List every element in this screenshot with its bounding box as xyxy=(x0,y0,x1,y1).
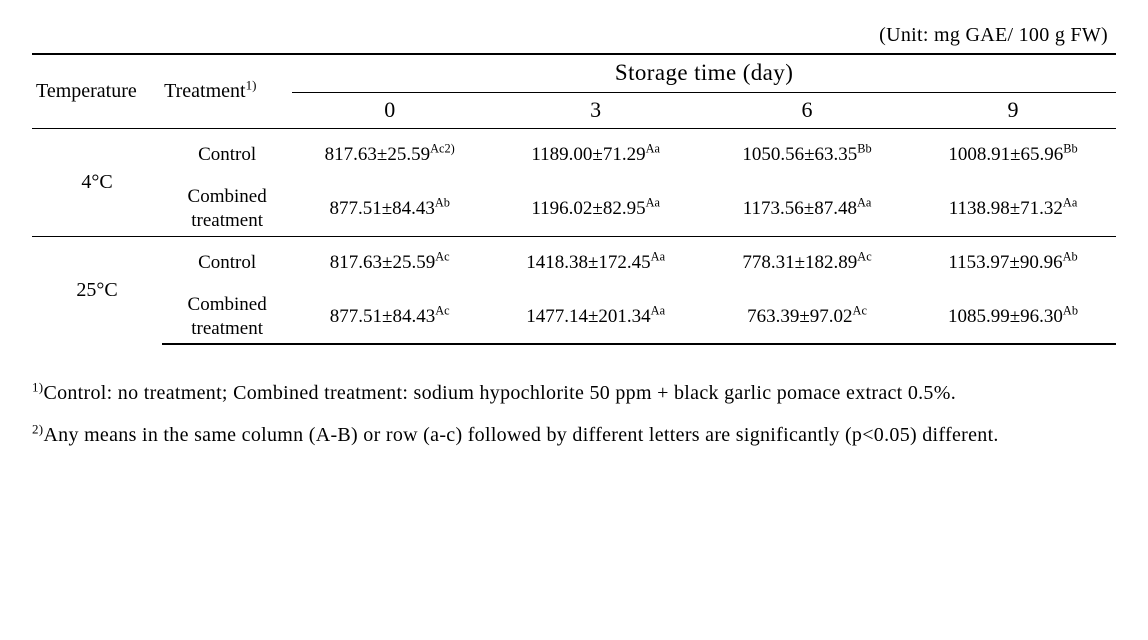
cell-value: 763.39±97.02Ac xyxy=(704,290,910,344)
table-row: Combinedtreatment877.51±84.43Ab1196.02±8… xyxy=(32,182,1116,236)
cell-value: 778.31±182.89Ac xyxy=(704,236,910,290)
footnotes: 1)Control: no treatment; Combined treatm… xyxy=(32,373,1116,455)
cell-value: 1477.14±201.34Aa xyxy=(487,290,704,344)
cell-value: 1418.38±172.45Aa xyxy=(487,236,704,290)
footnote-1-sup: 1) xyxy=(32,379,43,394)
data-table: Temperature Treatment1) Storage time (da… xyxy=(32,53,1116,345)
footnote-1: 1)Control: no treatment; Combined treatm… xyxy=(32,373,1116,413)
cell-treatment: Combinedtreatment xyxy=(162,290,292,344)
footnote-1-text: Control: no treatment; Combined treatmen… xyxy=(43,382,956,404)
cell-treatment: Control xyxy=(162,236,292,290)
cell-value: 1050.56±63.35Bb xyxy=(704,128,910,182)
cell-value: 817.63±25.59Ac xyxy=(292,236,487,290)
cell-treatment: Control xyxy=(162,128,292,182)
header-day-9: 9 xyxy=(910,92,1116,128)
cell-temperature: 25°C xyxy=(32,236,162,344)
cell-value: 1173.56±87.48Aa xyxy=(704,182,910,236)
table-row: 4°CControl817.63±25.59Ac2)1189.00±71.29A… xyxy=(32,128,1116,182)
cell-value: 1085.99±96.30Ab xyxy=(910,290,1116,344)
cell-value: 1153.97±90.96Ab xyxy=(910,236,1116,290)
header-day-0: 0 xyxy=(292,92,487,128)
cell-value: 1008.91±65.96Bb xyxy=(910,128,1116,182)
cell-temperature: 4°C xyxy=(32,128,162,236)
header-day-6: 6 xyxy=(704,92,910,128)
table-row: Combinedtreatment877.51±84.43Ac1477.14±2… xyxy=(32,290,1116,344)
cell-value: 1196.02±82.95Aa xyxy=(487,182,704,236)
cell-value: 1138.98±71.32Aa xyxy=(910,182,1116,236)
header-treatment-text: Treatment xyxy=(164,80,245,102)
table-row: 25°CControl817.63±25.59Ac1418.38±172.45A… xyxy=(32,236,1116,290)
header-treatment: Treatment1) xyxy=(162,54,292,128)
header-treatment-sup: 1) xyxy=(246,77,257,92)
cell-treatment: Combinedtreatment xyxy=(162,182,292,236)
footnote-2: 2)Any means in the same column (A-B) or … xyxy=(32,415,1116,455)
cell-value: 877.51±84.43Ac xyxy=(292,290,487,344)
header-temperature: Temperature xyxy=(32,54,162,128)
unit-label: (Unit: mg GAE/ 100 g FW) xyxy=(32,24,1116,47)
cell-value: 877.51±84.43Ab xyxy=(292,182,487,236)
header-storage-time: Storage time (day) xyxy=(292,54,1116,92)
cell-value: 817.63±25.59Ac2) xyxy=(292,128,487,182)
footnote-2-text: Any means in the same column (A-B) or ro… xyxy=(43,424,998,446)
header-day-3: 3 xyxy=(487,92,704,128)
cell-value: 1189.00±71.29Aa xyxy=(487,128,704,182)
footnote-2-sup: 2) xyxy=(32,421,43,436)
